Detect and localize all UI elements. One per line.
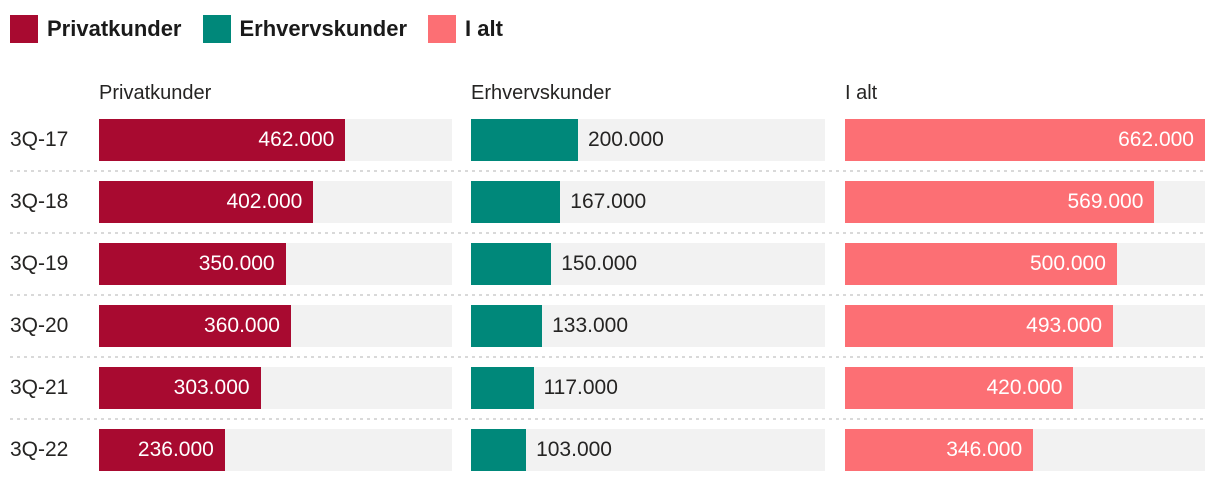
- bar-track-privatkunder: 360.000: [99, 305, 452, 347]
- bar-value: 150.000: [561, 252, 638, 275]
- bar-ialt[interactable]: 662.000: [845, 119, 1205, 161]
- column-header-erhvervskunder: Erhvervskunder: [471, 82, 612, 104]
- bar-erhvervskunder[interactable]: [471, 305, 543, 347]
- bar-track-privatkunder: 402.000: [99, 181, 452, 223]
- bar-ialt[interactable]: 493.000: [845, 305, 1114, 347]
- row-separator: [10, 418, 1205, 420]
- bar-privatkunder[interactable]: 236.000: [99, 429, 225, 471]
- bar-track-erhvervskunder: 150.000: [471, 243, 825, 285]
- bar-track-erhvervskunder: 133.000: [471, 305, 825, 347]
- column-header-ialt: I alt: [845, 82, 878, 104]
- row-label: 3Q-22: [10, 438, 69, 461]
- bar-ialt[interactable]: 420.000: [845, 367, 1074, 409]
- bar-value: 462.000: [258, 128, 335, 151]
- bar-track-privatkunder: 236.000: [99, 429, 452, 471]
- bar-ialt[interactable]: 500.000: [845, 243, 1117, 285]
- bar-track-privatkunder: 350.000: [99, 243, 452, 285]
- row-label: 3Q-20: [10, 314, 69, 337]
- legend-label: I alt: [465, 16, 503, 41]
- chart-row-3q21: 3Q-21 303.000 117.000 420.000: [10, 367, 1205, 409]
- bar-privatkunder[interactable]: 360.000: [99, 305, 291, 347]
- header-spacer: [10, 82, 99, 105]
- bar-value: 500.000: [1029, 252, 1106, 275]
- chart-row-3q22: 3Q-22 236.000 103.000 346.000: [10, 429, 1205, 471]
- bar-value: 303.000: [173, 376, 250, 399]
- bar-track-ialt: 662.000: [845, 119, 1205, 161]
- row-separator: [10, 356, 1205, 358]
- bar-erhvervskunder[interactable]: [471, 429, 527, 471]
- bar-track-ialt: 493.000: [845, 305, 1205, 347]
- legend-swatch-privatkunder: [10, 15, 38, 43]
- bar-track-erhvervskunder: 200.000: [471, 119, 825, 161]
- bar-track-erhvervskunder: 117.000: [471, 367, 825, 409]
- bar-erhvervskunder[interactable]: [471, 367, 534, 409]
- chart-row-3q18: 3Q-18 402.000 167.000 569.000: [10, 181, 1205, 223]
- legend-item-erhvervskunder[interactable]: Erhvervskunder: [202, 15, 408, 43]
- legend-label: Erhvervskunder: [239, 16, 408, 41]
- bar-track-privatkunder: 303.000: [99, 367, 452, 409]
- bar-value: 360.000: [204, 314, 280, 337]
- chart-row-3q19: 3Q-19 350.000 150.000 500.000: [10, 243, 1205, 285]
- bar-value: 236.000: [137, 438, 214, 461]
- bar-ialt[interactable]: 346.000: [845, 429, 1034, 471]
- bar-value: 167.000: [570, 190, 647, 213]
- chart-row-3q17: 3Q-17 462.000 200.000 662.000: [10, 119, 1205, 161]
- row-label: 3Q-17: [10, 128, 69, 151]
- bar-track-erhvervskunder: 167.000: [471, 181, 825, 223]
- legend-item-ialt[interactable]: I alt: [428, 15, 503, 43]
- legend: Privatkunder Erhvervskunder I alt: [10, 15, 524, 43]
- chart-rows: 3Q-17 462.000 200.000 662.000 3Q-18: [10, 119, 1205, 471]
- row-separator: [10, 294, 1205, 296]
- legend-label: Privatkunder: [47, 16, 182, 41]
- bar-track-privatkunder: 462.000: [99, 119, 452, 161]
- bar-privatkunder[interactable]: 303.000: [99, 367, 261, 409]
- bar-erhvervskunder[interactable]: [471, 243, 552, 285]
- bar-track-ialt: 569.000: [845, 181, 1205, 223]
- bar-value: 420.000: [986, 376, 1063, 399]
- bar-privatkunder[interactable]: 462.000: [99, 119, 346, 161]
- bar-erhvervskunder[interactable]: [471, 119, 578, 161]
- bar-value: 200.000: [587, 128, 664, 151]
- bar-erhvervskunder[interactable]: [471, 181, 561, 223]
- bar-track-ialt: 346.000: [845, 429, 1205, 471]
- bar-track-ialt: 500.000: [845, 243, 1205, 285]
- legend-swatch-erhvervskunder: [202, 15, 231, 43]
- legend-item-privatkunder[interactable]: Privatkunder: [10, 15, 182, 43]
- bar-privatkunder[interactable]: 402.000: [99, 181, 314, 223]
- chart-row-3q20: 3Q-20 360.000 133.000 493.000: [10, 305, 1205, 347]
- bar-value: 117.000: [543, 376, 618, 399]
- bar-value: 569.000: [1067, 190, 1144, 213]
- bar-privatkunder[interactable]: 350.000: [99, 243, 286, 285]
- legend-swatch-ialt: [428, 15, 457, 43]
- row-separator: [10, 170, 1205, 172]
- column-header-privatkunder: Privatkunder: [99, 82, 212, 104]
- bar-track-erhvervskunder: 103.000: [471, 429, 825, 471]
- bar-value: 103.000: [536, 438, 612, 461]
- bar-value: 350.000: [198, 252, 275, 275]
- row-label: 3Q-19: [10, 252, 69, 275]
- column-headers: Privatkunder Erhvervskunder I alt: [10, 82, 1205, 105]
- bar-value: 346.000: [946, 438, 1023, 461]
- bar-track-ialt: 420.000: [845, 367, 1205, 409]
- bar-value: 493.000: [1026, 314, 1103, 337]
- bar-value: 662.000: [1118, 128, 1194, 151]
- bar-value: 133.000: [552, 314, 629, 337]
- row-label: 3Q-21: [10, 376, 69, 399]
- row-label: 3Q-18: [10, 190, 69, 213]
- bar-ialt[interactable]: 569.000: [845, 181, 1155, 223]
- row-separator: [10, 232, 1205, 234]
- bar-value: 402.000: [226, 190, 303, 213]
